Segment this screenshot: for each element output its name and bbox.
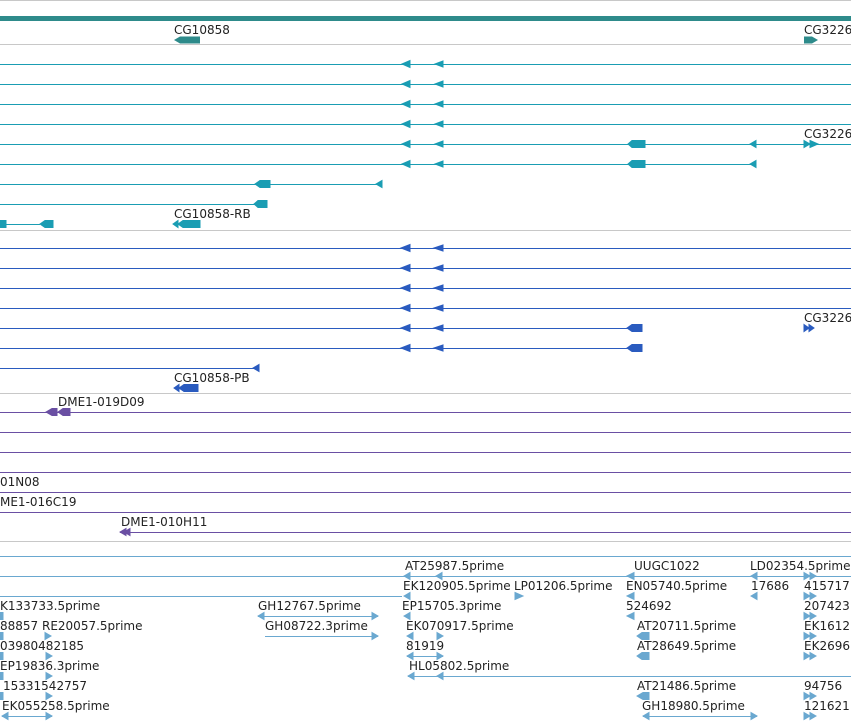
gene-track [0, 0, 851, 45]
est-label[interactable]: 03980482185 [0, 639, 84, 653]
est-label[interactable]: 207423 [804, 599, 850, 613]
est-row[interactable] [0, 631, 817, 641]
transcript-row[interactable] [0, 219, 201, 229]
transcript-row[interactable] [0, 303, 851, 313]
transcript-label-cg3226[interactable]: CG3226 [804, 127, 851, 141]
est-label[interactable]: 15331542757 [3, 679, 87, 693]
est-label[interactable]: 415717 [804, 579, 850, 593]
est-label[interactable]: 17686 [751, 579, 790, 593]
est-label[interactable]: 81919 [406, 639, 445, 653]
est-label[interactable]: AT20711.5prime [637, 619, 737, 633]
est-label[interactable]: EK1612 [804, 619, 850, 633]
est-label[interactable]: AT28649.5prime [637, 639, 737, 653]
est-label[interactable]: EN05740.5prime [626, 579, 728, 593]
est-label[interactable]: 88857 RE20057.5prime [0, 619, 143, 633]
gene-span-bar[interactable] [0, 16, 851, 21]
transcript-row[interactable] [0, 59, 851, 69]
est-label[interactable]: LP01206.5prime [514, 579, 613, 593]
protein-label-cg3226[interactable]: CG3226 [804, 311, 851, 325]
bac-label-016c19[interactable]: ME1-016C19 [0, 495, 77, 509]
est-label[interactable]: EP19836.3prime [0, 659, 100, 673]
transcript-row[interactable] [0, 263, 851, 273]
transcript-row[interactable] [0, 200, 268, 208]
est-label[interactable]: AT25987.5prime [405, 559, 505, 573]
transcript-row[interactable] [0, 179, 383, 189]
est-label[interactable]: 121621 [804, 699, 850, 713]
est-label[interactable]: 524692 [626, 599, 672, 613]
est-row[interactable] [0, 571, 817, 601]
est-label[interactable]: UUGC1022 [634, 559, 700, 573]
est-label[interactable]: GH12767.5prime [258, 599, 361, 613]
est-row[interactable] [0, 651, 817, 661]
transcript-row[interactable] [0, 79, 851, 89]
transcript-row[interactable] [0, 99, 851, 109]
est-label[interactable]: EK120905.5prime [403, 579, 511, 593]
transcript-row[interactable] [0, 139, 851, 149]
est-label[interactable]: HL05802.5prime [409, 659, 510, 673]
est-label[interactable]: EP15705.3prime [402, 599, 502, 613]
transcript-row[interactable] [0, 283, 851, 293]
est-label[interactable]: GH08722.3prime [265, 619, 368, 633]
est-label[interactable]: LD02354.5prime [750, 559, 851, 573]
protein-label-cg10858-pb[interactable]: CG10858-PB [174, 371, 250, 385]
est-row[interactable] [1, 711, 817, 721]
transcript-row[interactable] [173, 383, 199, 393]
bac-label-dme1-019d09[interactable]: DME1-019D09 [58, 395, 145, 409]
transcript-row[interactable] [0, 323, 815, 333]
transcript-row[interactable] [0, 119, 851, 129]
est-label[interactable]: EK070917.5prime [406, 619, 514, 633]
est-label[interactable]: GH18980.5prime [642, 699, 745, 713]
gene-label-cg3226[interactable]: CG3226 [804, 23, 851, 37]
est-label[interactable]: EK2696 [804, 639, 850, 653]
bac-label-01n08[interactable]: 01N08 [0, 475, 40, 489]
mrna-track-blue [0, 243, 851, 393]
gene-glyph-cg10858[interactable] [174, 36, 200, 44]
est-row[interactable] [0, 611, 817, 621]
est-row[interactable] [0, 691, 817, 701]
est-label[interactable]: EK055258.5prime [2, 699, 110, 713]
transcript-row[interactable] [0, 159, 757, 169]
est-label[interactable]: 94756 [804, 679, 843, 693]
bac-label-dme1-010h11[interactable]: DME1-010H11 [121, 515, 208, 529]
est-label[interactable]: K133733.5prime [0, 599, 101, 613]
est-label[interactable]: AT21486.5prime [637, 679, 737, 693]
gene-glyph-cg3226[interactable] [804, 36, 818, 44]
est-track [0, 556, 851, 721]
transcript-row[interactable] [0, 363, 260, 373]
transcript-label-cg10858-rb[interactable]: CG10858-RB [174, 207, 251, 221]
transcript-row[interactable] [0, 343, 643, 353]
bac-track [0, 408, 851, 537]
est-row[interactable] [0, 671, 851, 681]
bac-row[interactable] [119, 527, 851, 537]
transcript-row[interactable] [0, 243, 851, 253]
mrna-track-teal [0, 59, 851, 229]
bac-row[interactable] [0, 408, 851, 416]
gene-label-cg10858[interactable]: CG10858 [174, 23, 230, 37]
